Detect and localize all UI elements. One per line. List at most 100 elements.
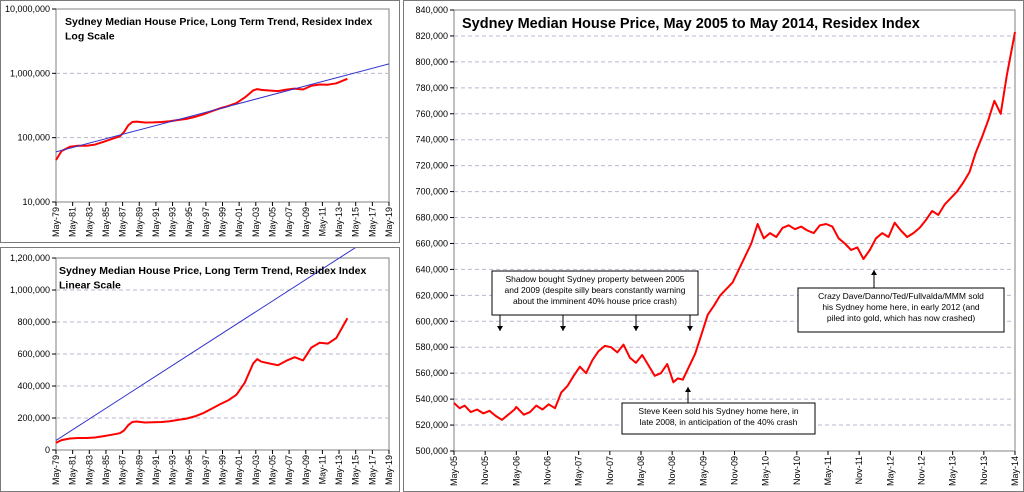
x-tick-label: May-13 (948, 456, 958, 486)
x-tick-label: May-91 (151, 455, 161, 485)
y-tick-label: 600,000 (415, 316, 448, 326)
x-tick-label: May-14 (1010, 456, 1020, 486)
x-tick-label: May-79 (51, 207, 61, 237)
x-tick-label: May-09 (301, 455, 311, 485)
x-tick-label: May-05 (267, 455, 277, 485)
annotation-arrowhead (497, 326, 503, 331)
x-tick-label: May-87 (118, 455, 128, 485)
x-tick-label: May-85 (101, 207, 111, 237)
y-tick-label: 780,000 (415, 83, 448, 93)
annotation-text: piled into gold, which has now crashed) (827, 313, 976, 323)
y-tick-label: 0 (45, 445, 50, 455)
x-tick-label: May-87 (118, 207, 128, 237)
x-tick-label: May-07 (574, 456, 584, 486)
y-tick-label: 10,000 (22, 197, 50, 207)
annotation-keen: Steve Keen sold his Sydney home here, in… (621, 402, 816, 435)
y-tick-label: 1,000,000 (10, 68, 50, 78)
x-tick-label: May-99 (218, 207, 228, 237)
y-tick-label: 200,000 (17, 413, 50, 423)
annotation-box (797, 287, 1005, 333)
plot-area (55, 8, 390, 203)
plot-area (453, 9, 1016, 452)
x-tick-label: May-97 (201, 455, 211, 485)
y-tick-label: 560,000 (415, 368, 448, 378)
x-tick-label: May-91 (151, 207, 161, 237)
y-tick-label: 660,000 (415, 238, 448, 248)
y-tick-label: 700,000 (415, 187, 448, 197)
y-tick-label: 540,000 (415, 394, 448, 404)
y-tick-label: 760,000 (415, 109, 448, 119)
y-tick-label: 400,000 (17, 381, 50, 391)
plot-area (55, 257, 390, 451)
x-tick-label: May-19 (384, 455, 394, 485)
x-tick-label: Nov-13 (979, 456, 989, 485)
x-tick-label: Nov-10 (792, 456, 802, 485)
x-tick-label: Nov-09 (730, 456, 740, 485)
annotation-arrowhead (687, 326, 693, 331)
price-series-line (55, 77, 348, 161)
x-tick-label: May-15 (351, 455, 361, 485)
y-tick-label: 1,200,000 (10, 253, 50, 263)
x-tick-label: Nov-07 (605, 456, 615, 485)
x-tick-label: May-81 (68, 207, 78, 237)
x-tick-label: May-93 (168, 455, 178, 485)
annotation-text: Crazy Dave/Danno/Ted/Fullvalda/MMM sold (818, 291, 984, 301)
price-series-line (55, 317, 349, 444)
x-tick-label: Nov-06 (543, 456, 553, 485)
recent-price-chart-panel: 500,000 520,000 540,000 560,000 580,000 600,0… (403, 0, 1024, 492)
chart-title: Sydney Median House Price, May 2005 to M… (462, 16, 920, 32)
x-tick-label: May-12 (885, 456, 895, 486)
x-tick-label: May-89 (134, 207, 144, 237)
chart-subtitle: Log Scale (65, 31, 115, 43)
y-tick-label: 520,000 (415, 420, 448, 430)
chart-subtitle: Linear Scale (59, 280, 121, 292)
y-tick-label: 100,000 (17, 133, 50, 143)
y-tick-label: 820,000 (415, 31, 448, 41)
annotation-arrowhead (560, 326, 566, 331)
x-tick-label: May-09 (698, 456, 708, 486)
x-tick-label: Nov-12 (917, 456, 927, 485)
x-tick-label: Nov-11 (854, 456, 864, 484)
shadow-arrow-2008 (633, 315, 639, 331)
recent-price-chart: 500,000 520,000 540,000 560,000 580,000 600,0… (415, 5, 1020, 486)
x-tick-label: May-99 (218, 455, 228, 485)
annotation-box (621, 402, 816, 435)
price-series-line (453, 31, 1016, 421)
trend-series-line (55, 248, 356, 441)
annotation-box (491, 270, 699, 316)
x-tick-label: May-03 (251, 207, 261, 237)
shadow-arrow-2005 (497, 315, 503, 331)
annotation-text: Steve Keen sold his Sydney home here, in (638, 406, 798, 416)
x-tick-label: May-97 (201, 207, 211, 237)
y-tick-label: 680,000 (415, 213, 448, 223)
x-tick-label: May-15 (351, 207, 361, 237)
x-tick-label: May-10 (761, 456, 771, 486)
y-tick-label: 600,000 (17, 349, 50, 359)
x-tick-label: May-81 (68, 455, 78, 485)
y-tick-label: 620,000 (415, 290, 448, 300)
x-tick-label: May-07 (284, 207, 294, 237)
linear-scale-chart: 0 200,000 400,000 600,000 800,000 1,000,000 1,… (10, 248, 394, 485)
annotation-text: late 2008, in anticipation of the 40% cr… (640, 417, 798, 427)
log-scale-chart-panel: 10,000 100,000 1,000,000 10,000,000 May-79 Ma… (0, 0, 400, 243)
x-tick-label: May-83 (84, 455, 94, 485)
y-tick-label: 1,000,000 (10, 285, 50, 295)
chart-title: Sydney Median House Price, Long Term Tre… (59, 265, 366, 277)
y-tick-label: 500,000 (415, 446, 448, 456)
x-tick-label: May-85 (101, 455, 111, 485)
x-tick-label: May-08 (636, 456, 646, 486)
log-scale-chart: 10,000 100,000 1,000,000 10,000,000 May-79 Ma… (5, 4, 394, 237)
keen-arrow-2008 (685, 387, 691, 403)
x-tick-label: May-06 (511, 456, 521, 486)
shadow-arrow-2006 (560, 315, 566, 331)
x-tick-label: May-79 (51, 455, 61, 485)
x-tick-label: May-89 (134, 455, 144, 485)
annotation-arrowhead (871, 270, 877, 275)
linear-scale-chart-panel: 0 200,000 400,000 600,000 800,000 1,000,000 1,… (0, 247, 400, 492)
annotation-text: and 2009 (despite silly bears constantly… (505, 285, 686, 295)
y-tick-label: 580,000 (415, 342, 448, 352)
y-tick-label: 10,000,000 (5, 4, 50, 14)
y-tick-label: 800,000 (17, 317, 50, 327)
x-tick-label: May-93 (168, 207, 178, 237)
x-tick-label: Nov-08 (667, 456, 677, 485)
